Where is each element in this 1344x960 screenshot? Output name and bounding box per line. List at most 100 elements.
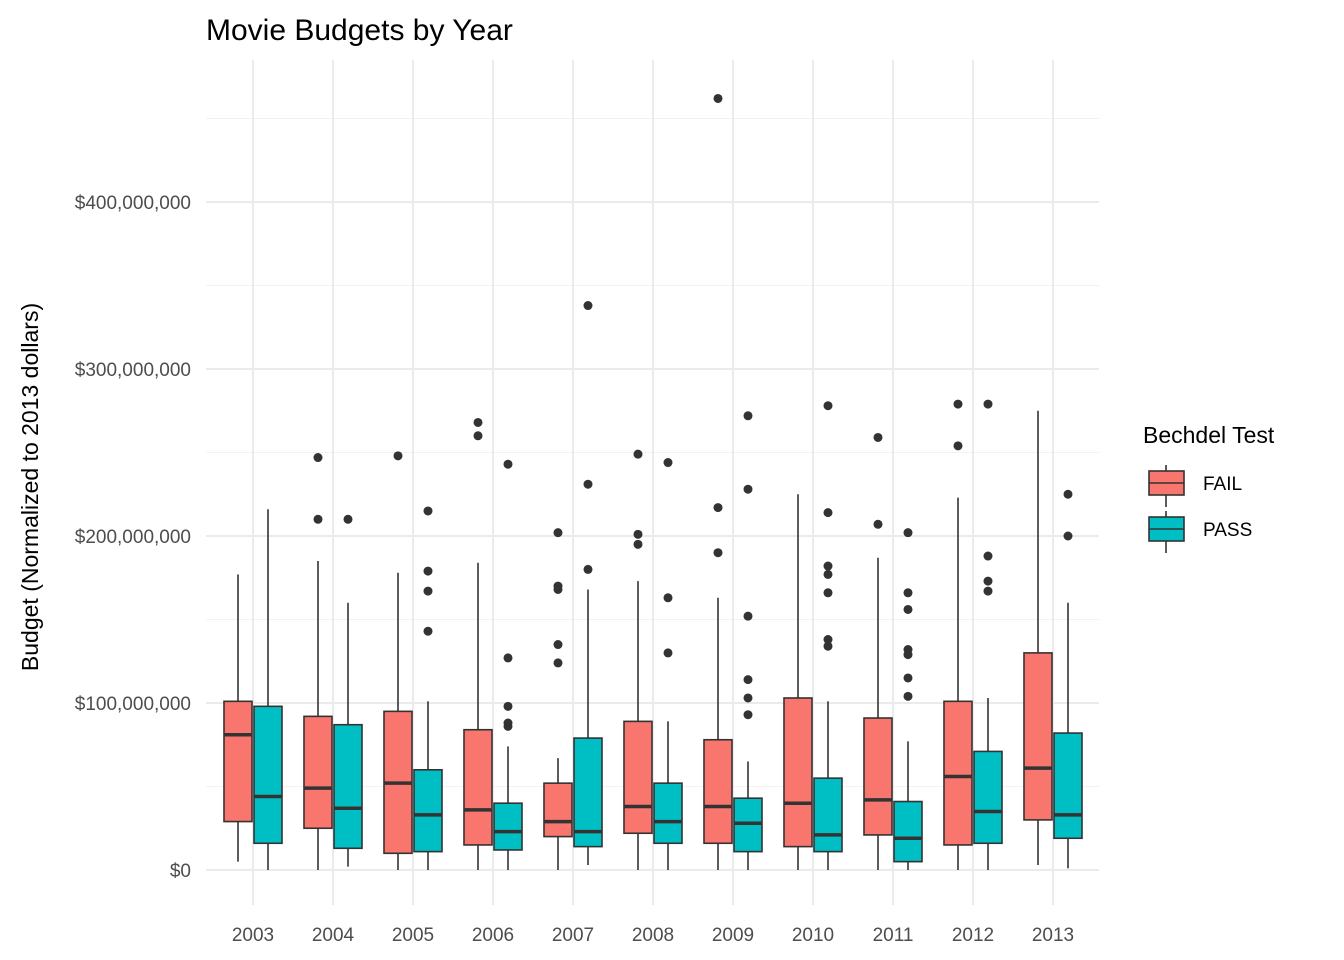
y-tick-label: $100,000,000	[75, 694, 191, 715]
box-body	[703, 738, 733, 845]
outlier-point	[313, 514, 323, 524]
box-body	[303, 715, 333, 830]
box-pass-2009	[733, 411, 763, 870]
outlier-point	[473, 417, 483, 427]
outlier-point	[553, 640, 563, 650]
outlier-point	[903, 691, 913, 701]
outlier-point	[743, 611, 753, 621]
box-body	[1053, 732, 1083, 840]
outlier-point	[393, 451, 403, 461]
outlier-point	[663, 458, 673, 468]
box-fail-2005	[383, 451, 413, 870]
box-body	[653, 782, 683, 845]
outlier-point	[473, 431, 483, 441]
outlier-point	[423, 586, 433, 596]
outlier-point	[823, 508, 833, 518]
outlier-point	[553, 528, 563, 538]
box-pass-2004	[333, 514, 363, 867]
outlier-point	[503, 701, 513, 711]
box-fail-2003	[223, 574, 253, 862]
legend-label-fail: FAIL	[1203, 474, 1242, 495]
box-body	[863, 717, 893, 836]
outlier-point	[713, 503, 723, 513]
box-fail-2010	[783, 494, 813, 870]
box-body	[333, 723, 363, 850]
outlier-point	[743, 484, 753, 494]
x-tick-label: 2006	[472, 925, 514, 946]
x-tick-label: 2003	[232, 925, 274, 946]
outlier-point	[743, 693, 753, 703]
box-body	[413, 768, 443, 853]
outlier-point	[903, 604, 913, 614]
outlier-point	[983, 551, 993, 561]
box-pass-2011	[893, 528, 923, 870]
outlier-point	[873, 432, 883, 442]
outlier-point	[713, 548, 723, 558]
outlier-point	[903, 528, 913, 538]
box-pass-2010	[813, 401, 843, 870]
box-body	[493, 802, 523, 851]
x-tick-label: 2012	[952, 925, 994, 946]
outlier-point	[1063, 531, 1073, 541]
outlier-point	[583, 564, 593, 574]
outlier-point	[983, 576, 993, 586]
box-body	[573, 737, 603, 848]
y-tick-label: $300,000,000	[75, 360, 191, 381]
x-tick-label: 2005	[392, 925, 434, 946]
outlier-point	[903, 645, 913, 655]
x-tick-label: 2004	[312, 925, 355, 946]
box-pass-2007	[573, 301, 603, 865]
outlier-point	[583, 479, 593, 489]
outlier-point	[503, 653, 513, 663]
outlier-point	[953, 441, 963, 451]
outlier-point	[313, 453, 323, 463]
box-pass-2003	[253, 509, 283, 870]
outlier-point	[743, 675, 753, 685]
legend-key-fail	[1148, 465, 1185, 507]
x-axis: 2003 2004 2005 2006 2007 2008 2009 2010 2011 2012…	[232, 925, 1074, 946]
box-fail-2009	[703, 93, 733, 870]
legend-title: Bechdel Test	[1143, 422, 1275, 448]
outlier-point	[663, 593, 673, 603]
box-fail-2012	[943, 399, 973, 870]
outlier-point	[423, 626, 433, 636]
box-body	[813, 777, 843, 853]
outlier-point	[633, 449, 643, 459]
x-tick-label: 2008	[632, 925, 674, 946]
box-pass-2005	[413, 506, 443, 870]
x-tick-label: 2011	[873, 925, 914, 946]
outlier-point	[823, 641, 833, 651]
outlier-point	[663, 648, 673, 658]
box-body	[1023, 652, 1053, 821]
outlier-point	[743, 710, 753, 720]
outlier-point	[743, 411, 753, 421]
y-tick-label: $400,000,000	[75, 193, 191, 214]
outlier-point	[343, 514, 353, 524]
box-fail-2004	[303, 453, 333, 870]
box-fail-2006	[463, 417, 493, 870]
x-tick-label: 2010	[792, 925, 834, 946]
x-tick-label: 2009	[712, 925, 754, 946]
outlier-point	[823, 588, 833, 598]
outlier-point	[503, 459, 513, 469]
box-body	[223, 700, 253, 823]
chart-title: Movie Budgets by Year	[206, 14, 513, 47]
grid	[206, 60, 1099, 905]
box-fail-2013	[1023, 410, 1053, 865]
outlier-point	[1063, 489, 1073, 499]
box-body	[253, 705, 283, 845]
x-tick-label: 2007	[552, 925, 594, 946]
outlier-point	[823, 401, 833, 411]
box-body	[783, 697, 813, 848]
outlier-point	[823, 569, 833, 579]
box-body	[543, 782, 573, 838]
box-body	[623, 720, 653, 835]
outlier-point	[553, 658, 563, 668]
box-pass-2013	[1053, 489, 1083, 869]
box-pass-2006	[493, 459, 523, 870]
outlier-point	[823, 561, 833, 571]
legend: Bechdel Test FAIL PASS	[1143, 422, 1275, 553]
legend-label-pass: PASS	[1203, 520, 1252, 541]
y-tick-label: $200,000,000	[75, 527, 191, 548]
